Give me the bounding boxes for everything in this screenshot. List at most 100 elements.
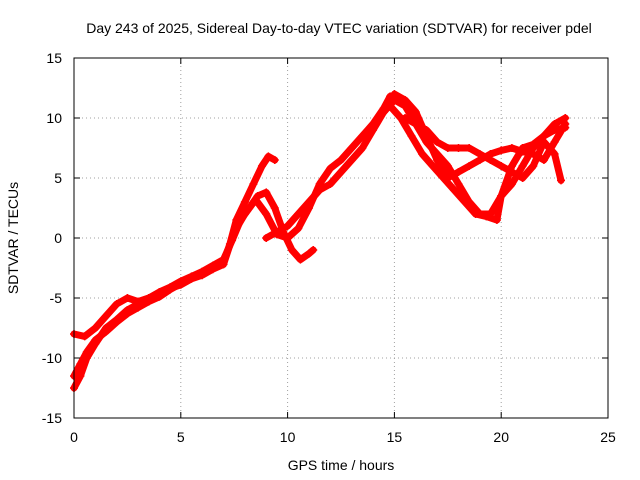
data-point bbox=[465, 144, 474, 152]
data-point bbox=[91, 324, 100, 332]
data-point bbox=[561, 123, 570, 132]
data-point bbox=[539, 132, 548, 140]
data-point bbox=[460, 198, 469, 206]
series-layer bbox=[70, 90, 570, 392]
data-point bbox=[454, 168, 463, 176]
series-track-6 bbox=[401, 114, 566, 185]
data-point bbox=[176, 280, 185, 289]
data-point bbox=[294, 210, 303, 218]
data-point bbox=[240, 210, 249, 218]
x-axis-label: GPS time / hours bbox=[288, 457, 395, 473]
data-point bbox=[443, 162, 452, 170]
data-point bbox=[270, 204, 279, 212]
data-point bbox=[326, 180, 335, 188]
data-point bbox=[76, 372, 85, 380]
chart-title: Day 243 of 2025, Sidereal Day-to-day VTE… bbox=[86, 20, 592, 36]
data-point bbox=[326, 164, 335, 173]
data-point bbox=[347, 144, 356, 152]
data-point bbox=[482, 212, 491, 221]
series-track-1 bbox=[70, 152, 279, 380]
data-point bbox=[337, 156, 345, 164]
data-point bbox=[187, 274, 196, 283]
data-point bbox=[112, 300, 121, 308]
data-point bbox=[475, 150, 484, 158]
data-point bbox=[557, 176, 566, 185]
data-point bbox=[443, 144, 452, 152]
data-point bbox=[450, 186, 459, 194]
data-point bbox=[80, 332, 89, 341]
data-point bbox=[411, 120, 420, 128]
data-point bbox=[418, 150, 427, 158]
data-point bbox=[422, 126, 431, 134]
series-track-2 bbox=[70, 188, 318, 392]
series-line bbox=[70, 92, 394, 340]
data-point bbox=[347, 156, 356, 164]
x-tick-label: 20 bbox=[493, 429, 509, 445]
data-point bbox=[454, 180, 463, 188]
data-point bbox=[262, 188, 271, 197]
y-tick-label: -10 bbox=[42, 350, 62, 366]
data-point bbox=[134, 297, 143, 306]
data-point bbox=[230, 228, 239, 236]
data-point bbox=[497, 192, 506, 200]
data-point bbox=[264, 152, 273, 161]
axis-ticks: 0 5 10 15 20 25 -15 -10 -5 0 5 10 15 bbox=[42, 50, 616, 445]
data-point bbox=[309, 246, 318, 254]
data-point bbox=[369, 126, 378, 134]
y-axis-label: SDTVAR / TECUs bbox=[5, 182, 21, 294]
data-point bbox=[492, 216, 501, 224]
grid bbox=[74, 58, 608, 418]
data-point bbox=[407, 132, 416, 140]
series-line bbox=[386, 102, 569, 224]
x-tick-label: 15 bbox=[387, 429, 403, 445]
y-tick-label: 5 bbox=[54, 170, 62, 186]
y-tick-label: -5 bbox=[50, 290, 63, 306]
data-point bbox=[550, 126, 559, 134]
data-point bbox=[144, 294, 153, 302]
data-point bbox=[262, 210, 271, 218]
data-point bbox=[251, 195, 260, 204]
data-point bbox=[123, 294, 132, 302]
data-point bbox=[497, 146, 506, 155]
series-track-7 bbox=[386, 102, 570, 224]
data-point bbox=[439, 174, 448, 182]
data-point bbox=[270, 156, 279, 164]
data-point bbox=[102, 324, 111, 332]
data-point bbox=[422, 138, 431, 146]
series-track-3 bbox=[70, 92, 395, 341]
data-point bbox=[240, 198, 249, 206]
data-point bbox=[102, 312, 111, 320]
y-tick-label: 0 bbox=[54, 230, 62, 246]
data-point bbox=[358, 144, 367, 152]
data-point bbox=[561, 114, 570, 122]
data-point bbox=[166, 284, 175, 293]
data-point bbox=[539, 156, 548, 164]
series-line bbox=[70, 188, 317, 392]
data-point bbox=[497, 162, 506, 170]
data-point bbox=[390, 96, 399, 104]
data-point bbox=[358, 132, 367, 140]
data-point bbox=[294, 224, 303, 233]
data-point bbox=[550, 138, 559, 146]
data-point bbox=[257, 162, 266, 170]
data-point bbox=[396, 114, 405, 122]
x-tick-label: 10 bbox=[280, 429, 296, 445]
data-point bbox=[219, 260, 228, 269]
data-point bbox=[155, 290, 164, 299]
data-point bbox=[550, 150, 559, 158]
data-point bbox=[518, 162, 527, 170]
series-line bbox=[70, 152, 279, 380]
data-point bbox=[454, 144, 463, 152]
data-point bbox=[337, 168, 345, 176]
data-point bbox=[379, 108, 388, 116]
series-line bbox=[401, 114, 565, 184]
data-point bbox=[249, 180, 258, 188]
data-point bbox=[471, 210, 480, 218]
data-point bbox=[529, 162, 538, 170]
data-point bbox=[262, 234, 271, 242]
data-point bbox=[287, 246, 296, 254]
data-point bbox=[304, 198, 313, 206]
x-tick-label: 0 bbox=[70, 429, 78, 445]
data-point bbox=[433, 138, 442, 146]
